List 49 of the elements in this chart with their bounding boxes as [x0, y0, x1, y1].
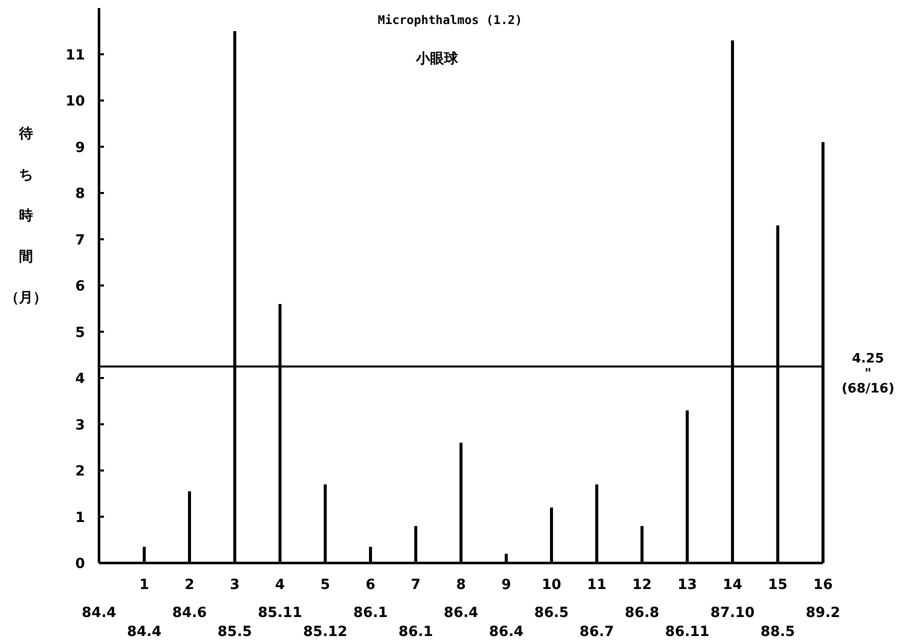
xtick: 16	[813, 577, 833, 593]
ylabel: 待ち時間（月）	[5, 126, 47, 306]
annotation: 86.1	[353, 605, 388, 621]
xtick: 5	[320, 577, 330, 593]
annotation: 86.7	[579, 624, 614, 640]
subtitle: 小眼球	[416, 51, 458, 67]
xtick: 3	[230, 577, 240, 593]
annotation: 85.11	[258, 605, 302, 621]
ytick: 9	[75, 140, 85, 156]
xtick: 14	[722, 577, 742, 593]
annotation: 86.5	[534, 605, 569, 621]
ytick: 4	[75, 371, 85, 387]
xtick: 11	[587, 577, 606, 593]
xtick: 12	[632, 577, 652, 593]
xtick: 2	[184, 577, 194, 593]
ytick: 3	[75, 417, 85, 434]
xtick: 1	[139, 577, 150, 593]
annotation: 85.12	[303, 624, 348, 640]
annotation: 89.2	[806, 605, 840, 621]
ytick: 11	[66, 47, 85, 64]
ytick: 6	[75, 278, 85, 294]
xtick: 8	[456, 577, 466, 593]
ytick: 8	[75, 186, 85, 202]
ytick: 10	[66, 94, 85, 110]
ytick: 7	[75, 232, 85, 248]
xtick: 15	[768, 577, 788, 593]
ref-label: 4.25 " (68/16)	[842, 351, 894, 396]
annotation: 84.4	[82, 605, 116, 621]
xtick: 9	[501, 577, 512, 593]
xtick: 7	[410, 577, 421, 593]
ytick: 0	[75, 556, 85, 572]
annotation: 85.5	[217, 624, 252, 640]
title: Microphthalmos (1.2)	[378, 13, 522, 27]
annotation: 88.5	[760, 624, 796, 640]
annotation: 86.8	[624, 605, 660, 621]
annotation: 86.1	[398, 624, 434, 640]
annotation: 86.4	[488, 624, 524, 640]
annotation: 84.6	[172, 605, 207, 621]
annotation: 86.11	[665, 624, 710, 640]
ytick: 5	[75, 324, 85, 341]
annotation: 86.4	[444, 605, 478, 621]
xtick: 13	[678, 577, 697, 593]
xtick: 10	[542, 577, 562, 593]
ytick: 1	[75, 510, 85, 526]
xtick: 4	[275, 577, 285, 593]
annotation: 87.10	[710, 605, 755, 621]
ytick: 2	[75, 464, 85, 480]
xtick: 6	[366, 577, 376, 593]
annotation: 84.4	[126, 624, 162, 640]
